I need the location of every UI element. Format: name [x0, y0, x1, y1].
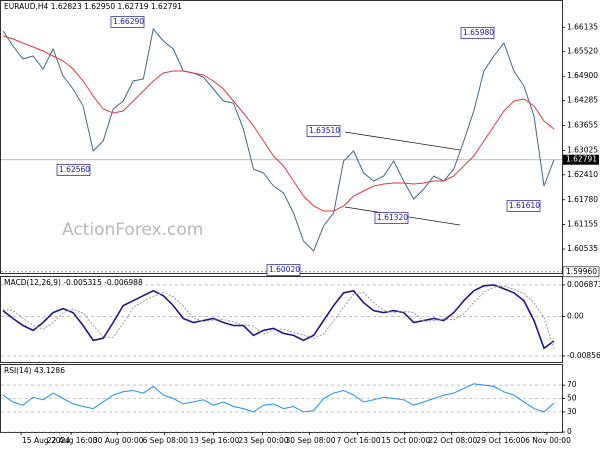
- moving-average: [2, 35, 555, 212]
- x-tick-label: 23 Sep 00:00: [238, 436, 288, 445]
- y-tick-label: 1.61780: [567, 195, 598, 204]
- last-price-label: 1.62791: [566, 155, 597, 164]
- x-tick-label: 30 Aug 00:00: [93, 436, 144, 445]
- x-tick-label: 15 Aug 2024: [22, 436, 70, 445]
- price-line: [2, 27, 555, 252]
- annotation-label: 1.66290: [113, 17, 144, 26]
- annotation-box: [266, 264, 301, 276]
- annotation-box: [56, 164, 91, 176]
- annotation-box: [306, 125, 341, 137]
- y-tick-label: 70: [567, 380, 577, 389]
- annotation-box: [374, 212, 409, 224]
- panel-title: MACD(12,26,9) -0.005315 -0.006988: [4, 278, 143, 287]
- y-tick-label: 0.006873: [567, 280, 600, 289]
- y-tick-label: 1.60535: [567, 244, 598, 253]
- x-tick-label: 15 Oct 00:00: [381, 436, 430, 445]
- annotation-box: [506, 200, 541, 212]
- y-tick-label: 0.00: [567, 312, 584, 321]
- low-line-label: 1.59960: [566, 267, 597, 276]
- rsi-line: [2, 383, 555, 413]
- macd-line: [2, 284, 555, 350]
- x-tick-label: 7 Oct 16:00: [337, 436, 381, 445]
- x-tick-label: 6 Sep 08:00: [143, 436, 189, 445]
- y-tick-label: 1.61155: [567, 219, 598, 228]
- panel-title: RSI(14) 43.1286: [4, 366, 65, 375]
- y-tick-label: 30: [567, 407, 577, 416]
- annotation-label: 1.62560: [59, 165, 90, 174]
- y-tick-label: 1.64900: [567, 71, 598, 80]
- y-tick-label: 1.63655: [567, 121, 598, 130]
- y-tick-label: -0.00856: [567, 351, 600, 360]
- annotation-label: 1.65980: [463, 28, 494, 37]
- y-tick-label: 1.62410: [567, 170, 598, 179]
- y-tick-label: 1.65520: [567, 47, 598, 56]
- x-tick-label: 22 Aug 16:00: [47, 436, 98, 445]
- macd-panel: [0, 276, 563, 363]
- y-tick-label: 0: [567, 427, 572, 436]
- annotation-label: 1.63510: [309, 126, 340, 135]
- channel-line: [344, 131, 461, 151]
- annotation-label: 1.60020: [269, 265, 300, 274]
- annotation-label: 1.61610: [509, 201, 540, 210]
- x-tick-label: 30 Sep 08:00: [286, 436, 336, 445]
- annotation-label: 1.61320: [377, 213, 408, 222]
- last-price-box: [563, 154, 599, 165]
- x-tick-label: 22 Oct 08:00: [428, 436, 477, 445]
- x-tick-label: 6 Nov 00:00: [525, 436, 571, 445]
- y-tick-label: 50: [567, 394, 577, 403]
- watermark: ActionForex.com: [62, 220, 203, 240]
- y-tick-label: 1.64285: [567, 96, 598, 105]
- y-tick-label: 1.63025: [567, 145, 598, 154]
- panel-title: EURAUD,H4 1.62823 1.62950 1.62719 1.6279…: [4, 2, 182, 11]
- annotation-box: [110, 16, 145, 28]
- annotation-box: [460, 27, 495, 39]
- low-line-box: [562, 266, 600, 278]
- y-tick-label: 1.66135: [567, 22, 598, 31]
- x-tick-label: 13 Sep 16:00: [189, 436, 239, 445]
- x-tick-label: 29 Oct 16:00: [476, 436, 525, 445]
